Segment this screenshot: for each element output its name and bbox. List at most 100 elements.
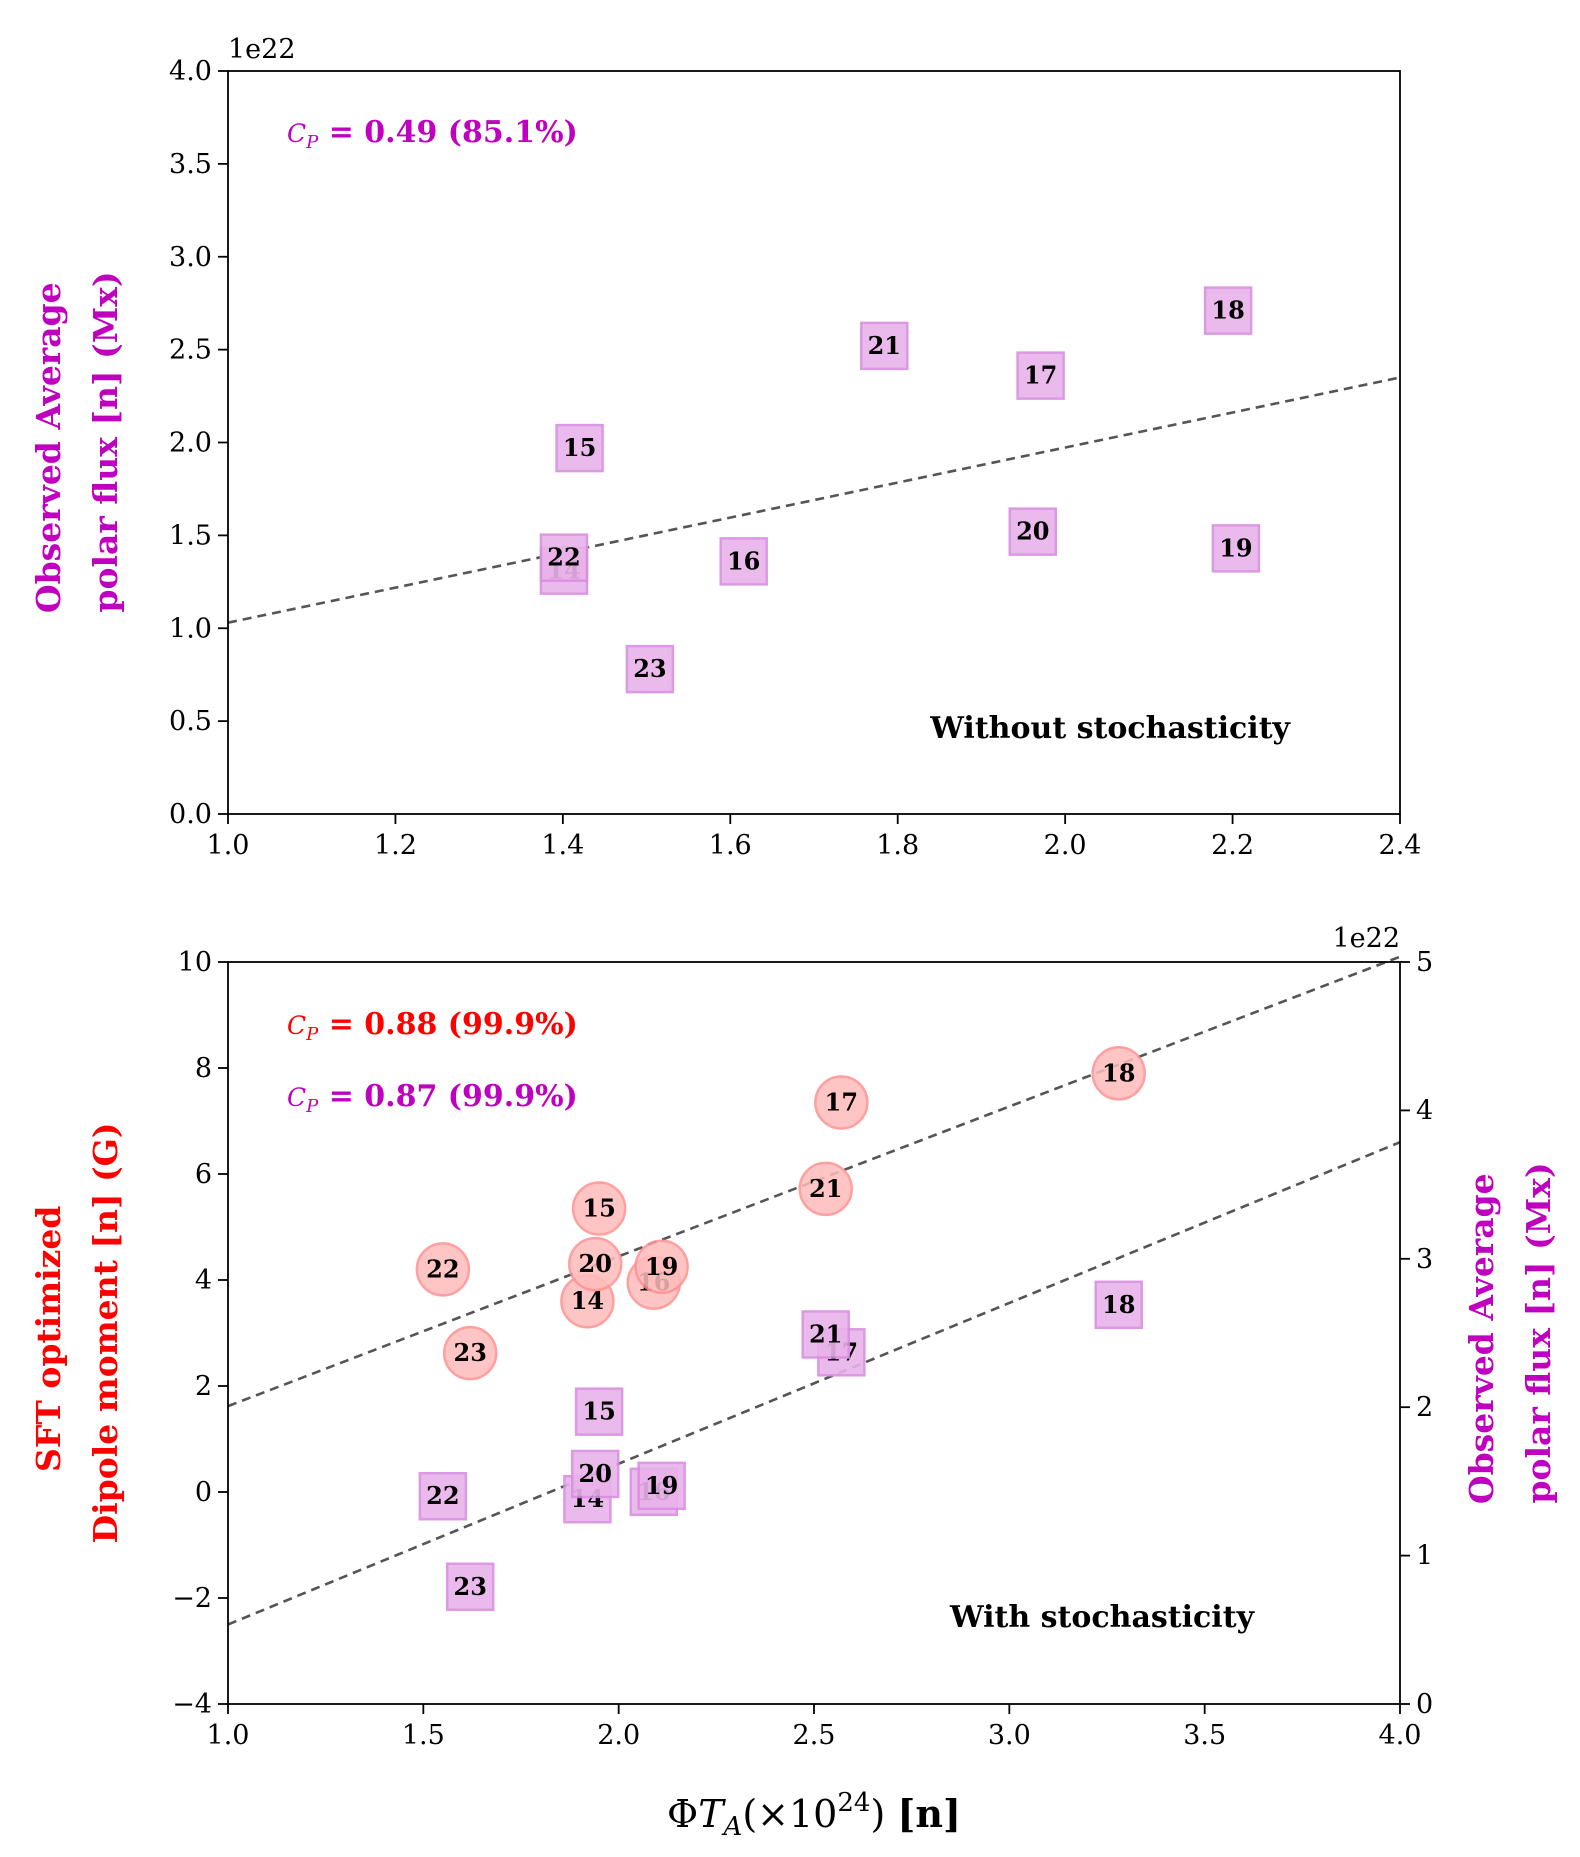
top-x-tick-label: 1.2 bbox=[374, 830, 417, 861]
bottom-circle-marker-label: 21 bbox=[809, 1174, 842, 1203]
bottom-circle-markers-layer: 14151617181920212223 bbox=[415, 1046, 1146, 1381]
bottom-x-tick-label: 3.5 bbox=[1183, 1720, 1226, 1751]
bottom-x-tick-label: 2.0 bbox=[597, 1720, 640, 1751]
bottom-square-marker bbox=[801, 1310, 850, 1359]
top-marker-label: 16 bbox=[727, 546, 760, 575]
bottom-y-tick-label: 10 bbox=[178, 947, 212, 978]
top-panel: 14151617181920212223 1.01.21.41.61.82.02… bbox=[29, 34, 1421, 861]
bottom-x-tick-label: 1.0 bbox=[207, 1720, 250, 1751]
bottom-y-right-tick-label: 3 bbox=[1416, 1244, 1433, 1275]
bottom-circle-marker-label: 15 bbox=[582, 1193, 615, 1222]
bottom-left-y-axis-title: SFT optimized Dipole moment [n] (G) bbox=[29, 1123, 125, 1544]
top-square-marker bbox=[1203, 286, 1253, 335]
bottom-square-marker bbox=[570, 1449, 620, 1499]
top-x-tick-label: 2.4 bbox=[1379, 830, 1422, 861]
bottom-circle-marker bbox=[567, 1236, 623, 1292]
top-markers-layer: 14151617181920212223 bbox=[539, 286, 1261, 694]
top-marker-label: 22 bbox=[547, 543, 580, 572]
bottom-y-right-tick-label: 5 bbox=[1416, 947, 1433, 978]
top-x-tick-label: 2.2 bbox=[1211, 830, 1254, 861]
bottom-left-y-axis: −4 −2 0 2 4 6 8 10 bbox=[172, 947, 228, 1720]
bottom-circle-marker-label: 23 bbox=[454, 1338, 487, 1367]
top-y-axis: 0.0 0.5 1.0 1.5 2.0 2.5 3.0 3.5 4.0 bbox=[169, 56, 228, 830]
top-x-tick-label: 1.6 bbox=[709, 830, 752, 861]
top-y-tick-label: 3.0 bbox=[169, 242, 212, 273]
top-marker-label: 21 bbox=[868, 331, 901, 360]
bottom-y-tick-label: 8 bbox=[195, 1053, 212, 1084]
bottom-square-marker bbox=[574, 1387, 624, 1436]
top-y-tick-label: 2.5 bbox=[169, 335, 212, 366]
bottom-x-tick-label: 3.0 bbox=[988, 1720, 1031, 1751]
top-y-tick-label: 3.5 bbox=[169, 149, 212, 180]
bottom-y-tick-label: −4 bbox=[172, 1689, 212, 1720]
bottom-circle-marker bbox=[798, 1161, 853, 1217]
top-fit-line bbox=[227, 376, 1401, 624]
top-marker-label: 17 bbox=[1024, 361, 1057, 390]
top-y-tick-label: 2.0 bbox=[169, 428, 212, 459]
bottom-square-marker-label: 21 bbox=[809, 1319, 842, 1348]
top-y-tick-label: 1.0 bbox=[169, 613, 212, 644]
bottom-y-right-tick-label: 2 bbox=[1416, 1392, 1433, 1423]
bottom-x-tick-label: 1.5 bbox=[402, 1720, 445, 1751]
bottom-square-marker-label: 18 bbox=[1102, 1290, 1135, 1319]
top-correlation-annotation: CP = 0.49 (85.1%) bbox=[287, 115, 578, 153]
bottom-circle-marker-label: 19 bbox=[645, 1252, 678, 1281]
top-y-tick-label: 0.0 bbox=[169, 799, 212, 830]
top-panel-label: Without stochasticity bbox=[929, 711, 1291, 746]
bottom-correlation-annotation-flux: CP = 0.87 (99.9%) bbox=[287, 1079, 578, 1117]
bottom-y-tick-label: −2 bbox=[172, 1583, 212, 1614]
bottom-square-markers-layer: 14151617181920212223 bbox=[418, 1280, 1143, 1612]
bottom-square-marker-label: 23 bbox=[454, 1572, 487, 1601]
top-y-tick-label: 4.0 bbox=[169, 56, 212, 87]
top-y-tick-label: 0.5 bbox=[169, 706, 212, 737]
top-x-tick-label: 1.0 bbox=[207, 830, 250, 861]
top-y-tick-label: 1.5 bbox=[169, 520, 212, 551]
bottom-x-tick-label: 2.5 bbox=[793, 1720, 836, 1751]
bottom-y-tick-label: 4 bbox=[195, 1265, 212, 1296]
top-marker-label: 19 bbox=[1219, 533, 1252, 562]
bottom-square-marker-label: 20 bbox=[579, 1459, 612, 1488]
top-y-offset-label: 1e22 bbox=[228, 34, 296, 65]
bottom-circle-marker bbox=[1091, 1046, 1146, 1101]
bottom-square-marker bbox=[445, 1562, 495, 1612]
bottom-square-marker bbox=[637, 1461, 686, 1511]
bottom-circle-marker-label: 17 bbox=[825, 1087, 858, 1116]
top-square-marker bbox=[860, 321, 909, 371]
top-x-tick-label: 1.4 bbox=[541, 830, 584, 861]
bottom-y-tick-label: 2 bbox=[195, 1371, 212, 1402]
bottom-panel-label: With stochasticity bbox=[949, 1600, 1256, 1635]
top-marker-label: 23 bbox=[633, 654, 666, 683]
bottom-circle-marker bbox=[442, 1325, 498, 1381]
bottom-fit-line bbox=[227, 1140, 1401, 1626]
bottom-panel: 14151617181920212223 1415161718192021222… bbox=[29, 923, 1558, 1842]
top-square-marker bbox=[719, 537, 768, 586]
top-square-marker bbox=[555, 423, 604, 473]
top-square-marker bbox=[1016, 351, 1065, 400]
bottom-x-axis-title: ΦTA(×1024) [n] bbox=[667, 1788, 961, 1842]
top-fit-line-layer bbox=[227, 376, 1401, 624]
bottom-y-right-tick-label: 4 bbox=[1416, 1095, 1433, 1126]
bottom-y-tick-label: 6 bbox=[195, 1159, 212, 1190]
bottom-right-y-offset-label: 1e22 bbox=[1332, 923, 1400, 954]
bottom-circle-marker bbox=[814, 1075, 869, 1130]
top-marker-label: 15 bbox=[563, 433, 596, 462]
bottom-y-right-tick-label: 0 bbox=[1416, 1689, 1433, 1720]
top-x-axis: 1.0 1.2 1.4 1.6 1.8 2.0 2.2 2.4 bbox=[207, 814, 1422, 861]
bottom-circle-marker bbox=[415, 1242, 471, 1297]
bottom-y-tick-label: 0 bbox=[195, 1477, 212, 1508]
bottom-circle-marker-label: 18 bbox=[1102, 1058, 1135, 1087]
bottom-fit-lines-layer bbox=[227, 955, 1401, 1626]
bottom-square-marker-label: 19 bbox=[645, 1471, 678, 1500]
top-square-marker bbox=[539, 533, 589, 582]
top-square-marker bbox=[1211, 524, 1261, 573]
bottom-square-marker bbox=[1094, 1280, 1143, 1330]
bottom-square-marker bbox=[418, 1471, 468, 1521]
top-marker-label: 20 bbox=[1016, 517, 1049, 546]
top-y-axis-title: Observed Average polar flux [n] (Mx) bbox=[29, 271, 125, 613]
bottom-right-y-axis: 0 1 2 3 4 5 bbox=[1400, 947, 1433, 1720]
top-marker-label: 18 bbox=[1211, 296, 1244, 325]
bottom-circle-marker-label: 20 bbox=[579, 1249, 612, 1278]
bottom-circle-marker-label: 22 bbox=[426, 1254, 459, 1283]
